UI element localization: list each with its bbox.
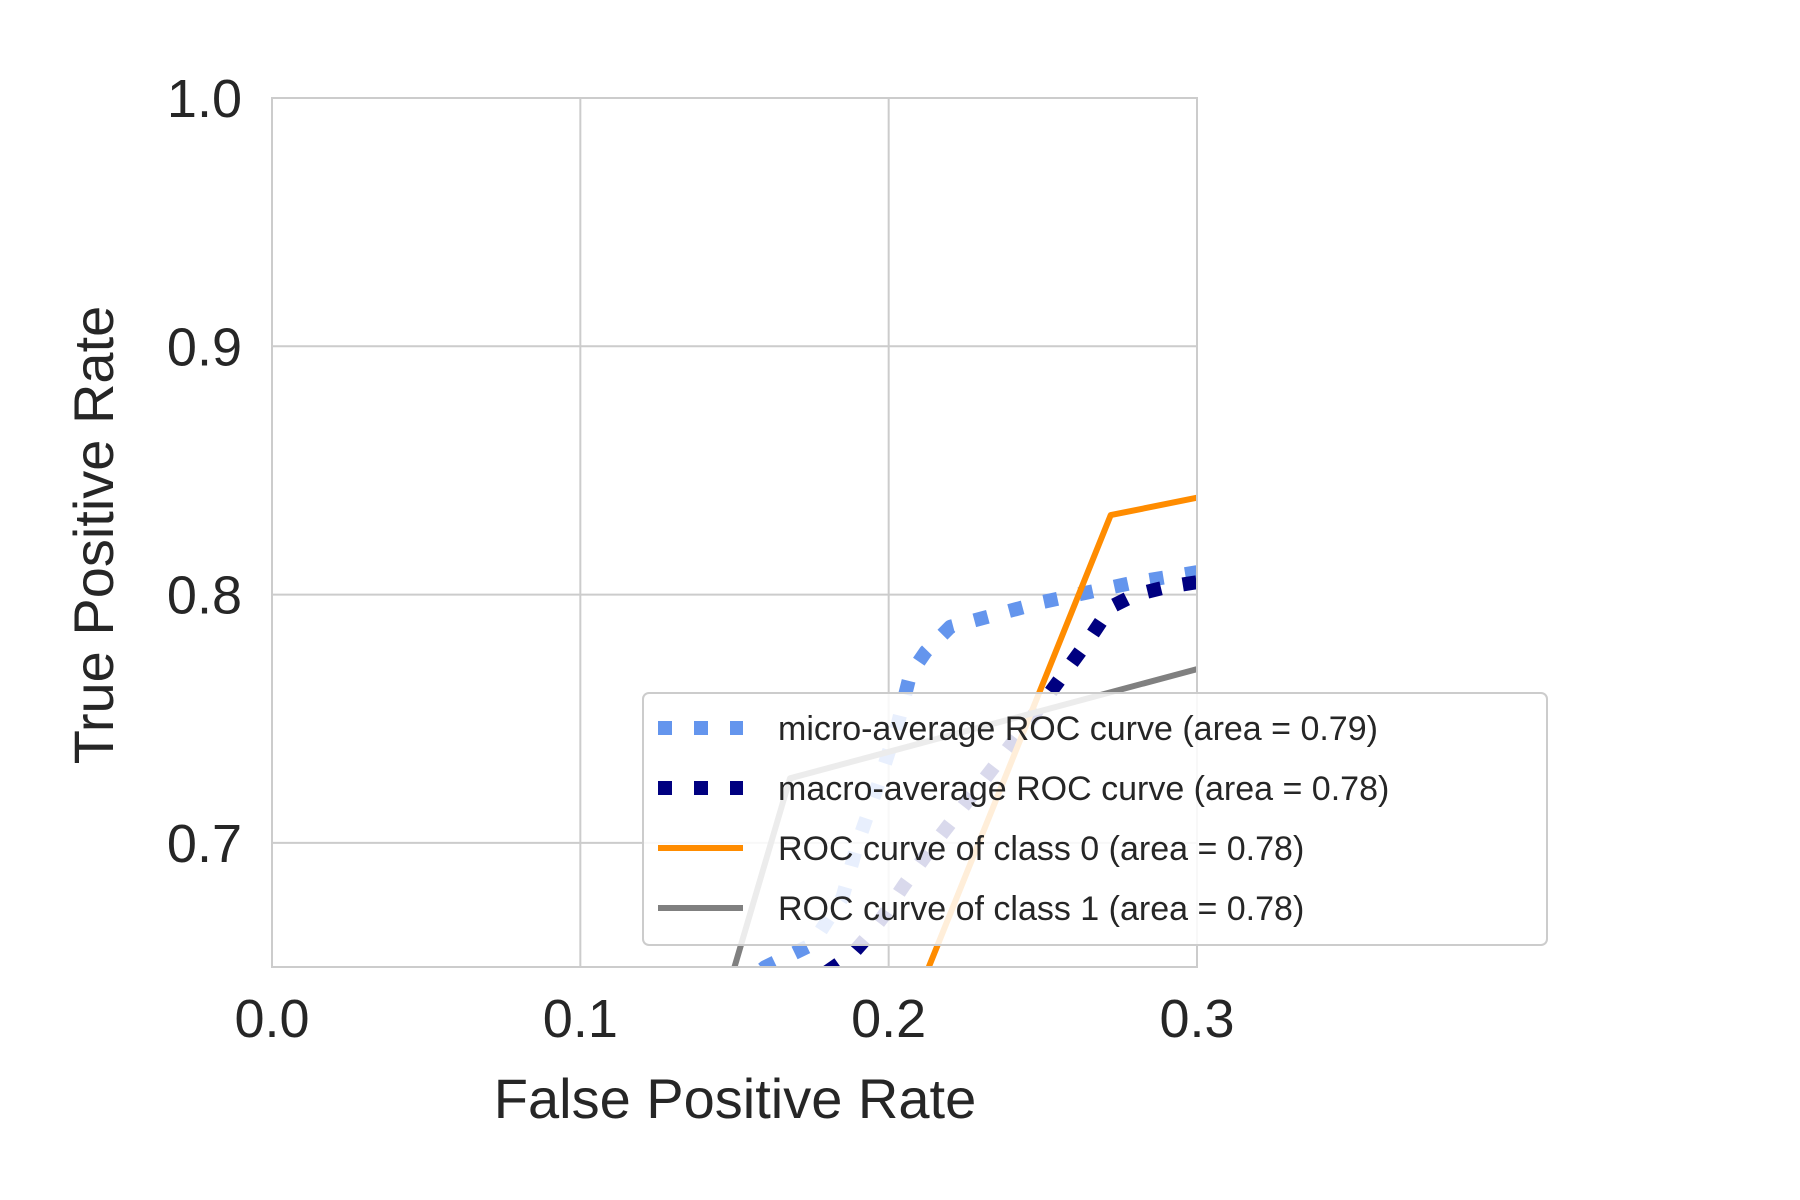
y-tick-labels: 0.7 0.8 0.9 1.0 bbox=[167, 69, 242, 874]
x-tick-label-1: 0.1 bbox=[543, 989, 618, 1049]
x-tick-label-3: 0.3 bbox=[1159, 989, 1234, 1049]
y-tick-label-3: 1.0 bbox=[167, 69, 242, 129]
legend-label-0: micro-average ROC curve (area = 0.79) bbox=[778, 710, 1378, 748]
plot-frame bbox=[271, 97, 1198, 968]
y-tick-label-0: 0.7 bbox=[167, 814, 242, 874]
legend: micro-average ROC curve (area = 0.79) mac… bbox=[642, 692, 1548, 946]
legend-label-3: ROC curve of class 1 (area = 0.78) bbox=[778, 890, 1304, 928]
x-axis-label: False Positive Rate bbox=[494, 1067, 976, 1130]
legend-frame bbox=[642, 692, 1548, 946]
y-tick-label-1: 0.8 bbox=[167, 566, 242, 626]
y-axis-label: True Positive Rate bbox=[62, 306, 125, 765]
x-tick-label-0: 0.0 bbox=[234, 989, 309, 1049]
legend-label-2: ROC curve of class 0 (area = 0.78) bbox=[778, 830, 1304, 868]
x-tick-label-2: 0.2 bbox=[851, 989, 926, 1049]
y-tick-label-2: 0.9 bbox=[167, 317, 242, 377]
x-tick-labels: 0.0 0.1 0.2 0.3 bbox=[234, 989, 1234, 1049]
legend-label-1: macro-average ROC curve (area = 0.78) bbox=[778, 770, 1389, 808]
